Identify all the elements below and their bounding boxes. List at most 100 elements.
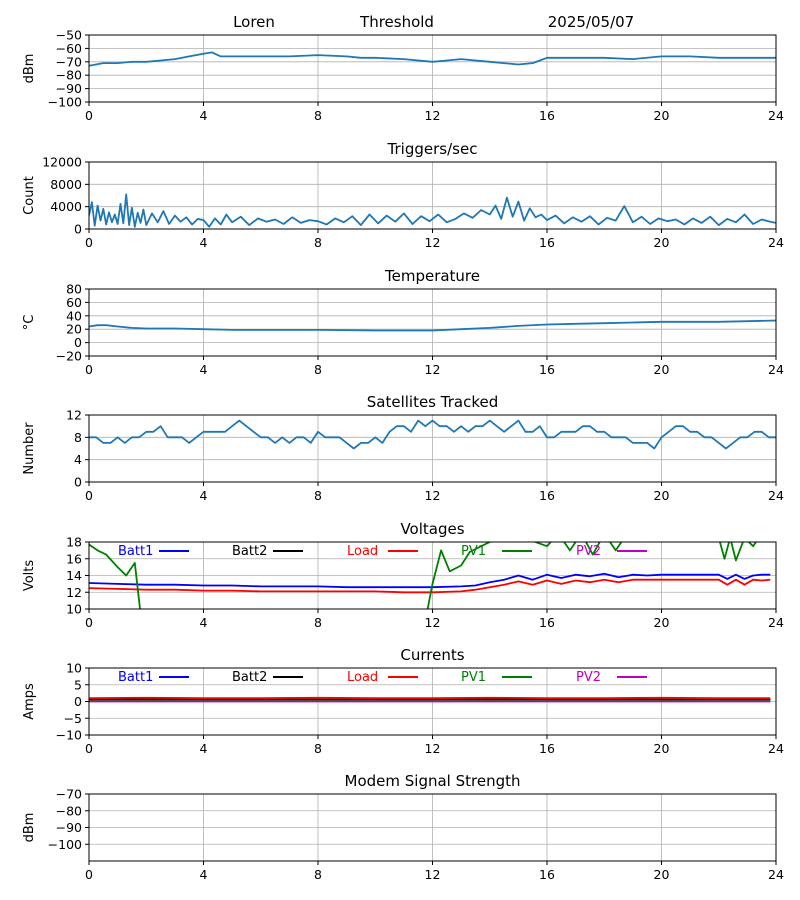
legend-label-batt1: Batt1 (118, 544, 153, 559)
x-tick-label: 0 (85, 108, 93, 123)
chart-title: Voltages (400, 520, 464, 538)
y-tick-label: 14 (66, 568, 82, 583)
x-tick-label: 0 (85, 615, 93, 630)
x-tick-label: 0 (85, 362, 93, 377)
y-tick-label: 0 (74, 475, 82, 490)
chart-title: Satellites Tracked (367, 393, 498, 411)
y-tick-label: 10 (66, 602, 82, 617)
x-tick-label: 20 (654, 235, 670, 250)
header-site: Loren (233, 13, 275, 31)
x-tick-label: 4 (200, 488, 208, 503)
x-tick-label: 20 (654, 741, 670, 756)
header-date: 2025/05/07 (548, 13, 634, 31)
panel-modem: 0 4 8 12 16 20 24 −70−80 −90 −100 Modem Signal Str… (22, 772, 784, 882)
header-mode: Threshold (359, 13, 434, 31)
y-tick-label: 60 (66, 295, 82, 310)
x-tick-label: 16 (539, 615, 555, 630)
x-tick-label: 4 (200, 867, 208, 882)
chart-title: Triggers/sec (387, 140, 478, 158)
y-tick-label: 5 (74, 677, 82, 692)
panel-triggers: 0 4 8 12 16 20 24 0 4000 8000 12000 Triggers/sec Cou… (22, 140, 784, 250)
series-line-batt1 (89, 572, 771, 589)
y-tick-label: 16 (66, 551, 82, 566)
x-tick-label: 12 (425, 615, 441, 630)
x-tick-label: 24 (768, 741, 784, 756)
x-tick-label: 4 (200, 741, 208, 756)
x-tick-label: 12 (425, 867, 441, 882)
x-tick-label: 8 (314, 867, 322, 882)
x-tick-label: 20 (654, 488, 670, 503)
x-tick-label: 24 (768, 362, 784, 377)
legend-label-load: Load (347, 670, 378, 685)
legend-label-pv1: PV1 (461, 670, 486, 685)
y-tick-label: 4000 (50, 199, 82, 214)
x-tick-label: 12 (425, 741, 441, 756)
series-line-satellites-0 (89, 419, 776, 450)
y-tick-label: −70 (56, 54, 82, 69)
series-line-signal-0 (89, 51, 776, 67)
x-tick-label: 16 (539, 108, 555, 123)
y-tick-label: −80 (56, 68, 82, 83)
x-tick-label: 8 (314, 488, 322, 503)
chart-title: Temperature (384, 267, 480, 285)
x-tick-label: 8 (314, 108, 322, 123)
series-line-temperature-0 (89, 319, 776, 332)
legend-label-pv1: PV1 (461, 544, 486, 559)
y-axis-label: °C (22, 315, 37, 331)
y-tick-label: 18 (66, 535, 82, 550)
x-tick-label: 16 (539, 488, 555, 503)
x-tick-label: 24 (768, 615, 784, 630)
y-tick-label: 20 (66, 322, 82, 337)
y-tick-label: 12000 (42, 155, 82, 170)
y-tick-label: 8 (74, 430, 82, 445)
legend-label-batt2: Batt2 (232, 544, 267, 559)
x-tick-label: 16 (539, 867, 555, 882)
y-tick-label: 4 (74, 452, 82, 467)
x-tick-label: 4 (200, 362, 208, 377)
y-axis-label: dBm (22, 54, 37, 84)
x-tick-label: 8 (314, 362, 322, 377)
chart-title: Currents (400, 646, 464, 664)
x-tick-label: 24 (768, 488, 784, 503)
x-tick-label: 4 (200, 235, 208, 250)
panel-satellites: 0 4 8 12 16 20 24 0 4 8 12 Satellites Tracked Number (22, 393, 784, 503)
series-line-triggers-0 (89, 193, 776, 228)
legend-label-pv2: PV2 (576, 670, 601, 685)
x-tick-label: 12 (425, 488, 441, 503)
y-tick-label: −60 (56, 41, 82, 56)
y-tick-label: −80 (56, 803, 82, 818)
y-tick-label: 10 (66, 661, 82, 676)
y-tick-label: −90 (56, 81, 82, 96)
x-tick-label: 20 (654, 615, 670, 630)
legend-label-batt2: Batt2 (232, 670, 267, 685)
y-tick-label: −90 (56, 820, 82, 835)
x-tick-label: 24 (768, 867, 784, 882)
y-tick-label: 12 (66, 585, 82, 600)
y-tick-label: 12 (66, 408, 82, 423)
y-axis-label: Volts (22, 560, 37, 592)
chart-title: Modem Signal Strength (345, 772, 521, 790)
y-tick-label: −100 (48, 837, 82, 852)
y-axis-label: Count (22, 176, 37, 215)
y-tick-label: −100 (48, 95, 82, 110)
x-tick-label: 0 (85, 741, 93, 756)
x-tick-label: 20 (654, 108, 670, 123)
x-tick-label: 20 (654, 867, 670, 882)
x-tick-label: 0 (85, 235, 93, 250)
y-axis-label: Number (22, 422, 37, 475)
y-axis-label: dBm (22, 813, 37, 843)
x-tick-label: 0 (85, 488, 93, 503)
series-line-load (89, 578, 771, 594)
x-tick-label: 12 (425, 108, 441, 123)
y-tick-label: −5 (64, 711, 82, 726)
y-tick-label: 0 (74, 335, 82, 350)
series-line-pv1 (89, 542, 758, 609)
y-axis-label: Amps (22, 683, 37, 720)
x-tick-label: 12 (425, 362, 441, 377)
